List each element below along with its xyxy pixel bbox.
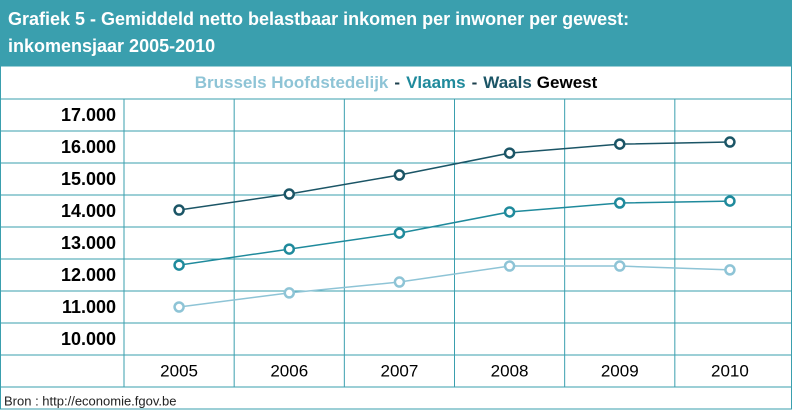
x-tick-label: 2005	[160, 361, 198, 380]
series-line	[178, 265, 730, 308]
data-point	[173, 204, 185, 216]
x-tick-label: 2006	[270, 361, 308, 380]
y-tick-label: 13.000	[61, 233, 116, 253]
title-banner	[0, 0, 792, 66]
data-point	[614, 138, 626, 150]
data-point	[724, 136, 736, 148]
data-point	[393, 276, 406, 288]
x-tick-label: 2009	[601, 361, 639, 380]
data-point	[173, 301, 185, 313]
data-point	[393, 227, 406, 239]
legend-entry: Waals	[483, 73, 532, 92]
data-point	[503, 260, 516, 272]
y-tick-label: 17.000	[61, 105, 116, 125]
data-point	[503, 206, 516, 218]
x-tick-label: 2010	[711, 361, 749, 380]
series-line	[178, 141, 730, 211]
legend-separator: -	[394, 73, 400, 92]
legend-separator: -	[472, 73, 478, 92]
legend-suffix: Gewest	[537, 73, 598, 92]
source: Bron : http://economie.fgov.be	[4, 393, 176, 408]
series-line	[178, 200, 730, 266]
data-point	[283, 243, 295, 255]
legend: Brussels Hoofdstedelijk - Vlaams - Waals Gewe…	[195, 73, 598, 92]
y-tick-label: 10.000	[61, 329, 116, 349]
chart-title-line2: inkomensjaar 2005-2010	[8, 36, 215, 56]
y-tick-label: 16.000	[61, 137, 116, 157]
chart-title: Grafiek 5 - Gemiddeld netto belastbaar i…	[8, 9, 629, 29]
legend-entry: Vlaams	[406, 73, 466, 92]
data-point	[173, 259, 185, 271]
data-point	[283, 287, 295, 299]
data-point	[283, 188, 295, 200]
data-point	[724, 195, 736, 207]
legend-entry: Brussels Hoofdstedelijk	[195, 73, 389, 92]
data-point	[614, 197, 626, 209]
data-point	[503, 147, 516, 159]
x-tick-label: 2007	[381, 361, 419, 380]
data-point	[614, 260, 626, 272]
x-tick-label: 2008	[491, 361, 529, 380]
y-tick-label: 15.000	[61, 169, 116, 189]
data-point	[393, 169, 406, 181]
data-point	[724, 264, 736, 276]
y-tick-label: 14.000	[61, 201, 116, 221]
y-tick-label: 12.000	[61, 265, 116, 285]
y-tick-label: 11.000	[62, 297, 116, 317]
